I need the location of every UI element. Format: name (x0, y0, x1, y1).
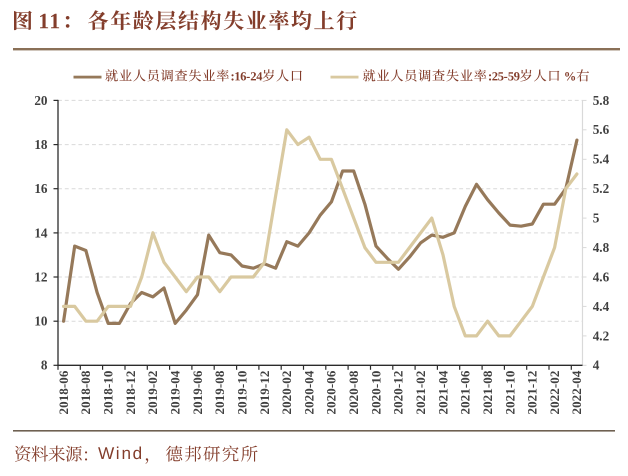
svg-text:2021-06: 2021-06 (458, 370, 473, 414)
svg-text:4.8: 4.8 (593, 240, 610, 255)
svg-text:2018-10: 2018-10 (101, 371, 116, 415)
svg-text:2020-10: 2020-10 (368, 371, 383, 415)
svg-text:12: 12 (34, 269, 48, 284)
svg-text:2021-02: 2021-02 (413, 371, 428, 415)
svg-text:2020-08: 2020-08 (346, 370, 361, 414)
svg-text:2022-02: 2022-02 (547, 371, 562, 415)
svg-text:2019-06: 2019-06 (190, 370, 205, 414)
svg-text:5: 5 (593, 211, 600, 226)
svg-text:4.2: 4.2 (593, 328, 610, 343)
svg-text:5.6: 5.6 (593, 122, 610, 137)
svg-text:5.2: 5.2 (593, 181, 610, 196)
svg-text:10: 10 (34, 314, 48, 329)
svg-text:4.4: 4.4 (593, 299, 610, 314)
svg-text:4.6: 4.6 (593, 269, 610, 284)
svg-text:2020-04: 2020-04 (301, 370, 316, 414)
svg-text:2022-04: 2022-04 (569, 370, 584, 414)
svg-text:8: 8 (41, 358, 48, 373)
svg-text:5.8: 5.8 (593, 93, 610, 108)
svg-text:14: 14 (34, 225, 48, 240)
svg-text:2019-12: 2019-12 (257, 371, 272, 415)
svg-text:20: 20 (34, 93, 48, 108)
svg-text:2019-10: 2019-10 (234, 371, 249, 415)
svg-text:2019-04: 2019-04 (168, 370, 183, 414)
svg-text:2018-12: 2018-12 (123, 371, 138, 415)
svg-text:2020-12: 2020-12 (391, 371, 406, 415)
svg-text:2021-04: 2021-04 (435, 370, 450, 414)
svg-text:2020-06: 2020-06 (324, 370, 339, 414)
svg-text:4: 4 (593, 358, 600, 373)
svg-text:2019-08: 2019-08 (212, 370, 227, 414)
svg-text:5.4: 5.4 (593, 152, 610, 167)
svg-text:2021-10: 2021-10 (502, 371, 517, 415)
svg-text:16: 16 (34, 181, 48, 196)
svg-text:2018-08: 2018-08 (78, 370, 93, 414)
svg-text:2020-02: 2020-02 (279, 371, 294, 415)
svg-text:2018-06: 2018-06 (56, 370, 71, 414)
svg-text:2019-02: 2019-02 (145, 371, 160, 415)
svg-text:18: 18 (34, 137, 48, 152)
svg-text:2021-12: 2021-12 (525, 371, 540, 415)
svg-text:2021-08: 2021-08 (480, 370, 495, 414)
